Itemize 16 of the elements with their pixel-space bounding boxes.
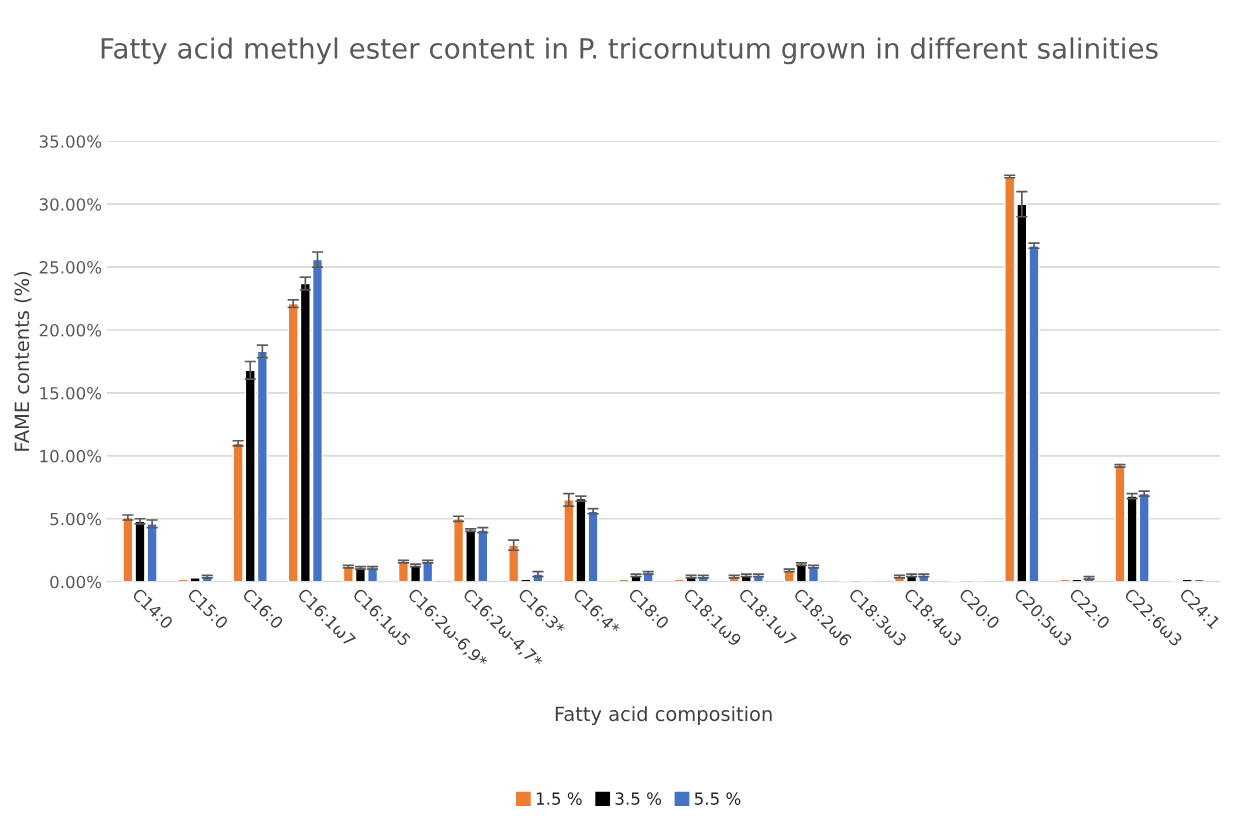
y-tick-label: 15.00% xyxy=(40,386,102,400)
chart-title: Fatty acid methyl ester content in P. tricornutum grown in different salinities xyxy=(101,37,1158,65)
y-tick-label: 10.00% xyxy=(40,449,102,463)
bar xyxy=(587,510,599,582)
y-tick-label: 25.00% xyxy=(39,261,102,274)
x-axis-title: Fatty acid composition xyxy=(555,706,772,725)
legend-label: 5.5 % xyxy=(694,792,741,805)
y-tick-label: 35.00% xyxy=(39,135,102,148)
y-tick-label: 20.00% xyxy=(39,323,102,337)
bar xyxy=(1114,465,1126,582)
legend-label: 1.5 % xyxy=(536,792,582,805)
y-axis-title: FAME contents (%) xyxy=(14,271,32,451)
y-tick-label: 5.00% xyxy=(50,512,102,526)
y-tick-label: 0.00% xyxy=(50,575,102,589)
y-tick-label: 30.00% xyxy=(39,198,102,211)
legend-label: 3.5 % xyxy=(615,792,662,805)
